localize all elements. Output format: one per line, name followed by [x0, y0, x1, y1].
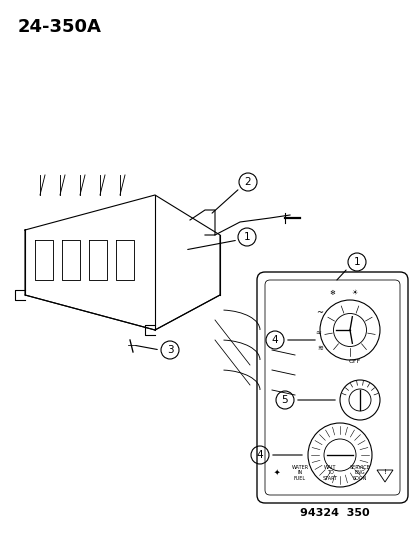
Text: OFF: OFF: [348, 359, 360, 364]
Text: ~: ~: [316, 308, 323, 317]
Text: 94324  350: 94324 350: [300, 508, 369, 518]
Text: !: !: [382, 469, 385, 475]
Text: SERVICE
ENG
SOON: SERVICE ENG SOON: [349, 465, 370, 481]
Text: 4: 4: [256, 450, 263, 460]
Text: ✦: ✦: [273, 468, 280, 477]
Text: 3: 3: [166, 345, 173, 355]
Text: ❄: ❄: [328, 290, 334, 296]
Text: WAIT
TO
START: WAIT TO START: [322, 465, 337, 481]
Text: ≈: ≈: [314, 330, 320, 336]
Text: ☀: ☀: [351, 290, 357, 296]
Text: 2: 2: [244, 177, 251, 187]
Text: ≋: ≋: [316, 345, 322, 351]
Text: 24-350A: 24-350A: [18, 18, 102, 36]
Text: WATER
IN
FUEL: WATER IN FUEL: [291, 465, 308, 481]
Text: 1: 1: [243, 232, 250, 242]
Text: 4: 4: [271, 335, 278, 345]
Text: 5: 5: [281, 395, 287, 405]
Text: 1: 1: [353, 257, 359, 267]
